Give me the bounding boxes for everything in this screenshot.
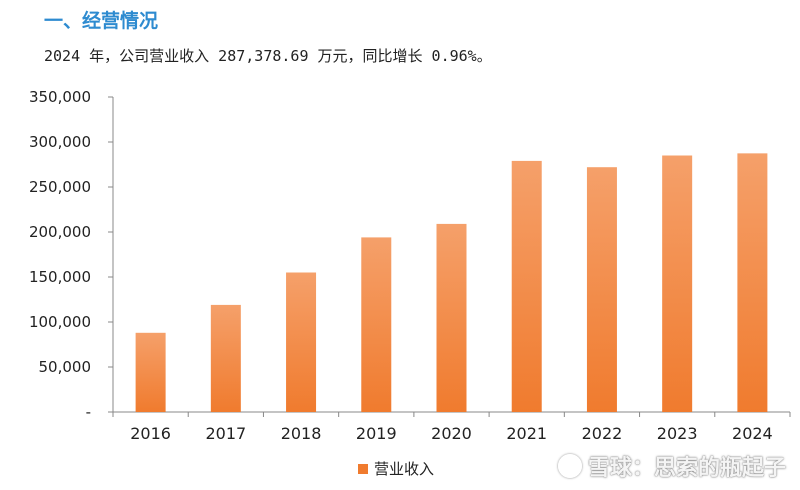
y-tick-label: 200,000 [29,223,91,241]
bar-2021 [511,160,542,412]
watermark-text: 雪球：思索的瓶起子 [587,456,786,481]
x-tick-label: 2019 [356,424,397,443]
bar-2019 [361,237,392,412]
y-tick-label: 300,000 [29,133,91,151]
revenue-summary: 2024 年，公司营业收入 287,378.69 万元，同比增长 0.96%。 [44,47,492,65]
x-tick-label: 2017 [205,424,246,443]
y-tick-label: 250,000 [29,178,91,196]
x-tick-label: 2022 [582,424,623,443]
bar-2020 [436,223,467,412]
watermark: 雪球：思索的瓶起子 [557,450,786,482]
y-tick-label: - [86,403,91,421]
x-tick-label: 2020 [431,424,472,443]
bar-2023 [662,155,693,412]
snowball-logo-icon [557,454,582,478]
bar-2022 [586,167,617,412]
y-tick-label: 50,000 [39,358,92,376]
chart-legend: 营业收入 [358,458,434,479]
y-tick-label: 100,000 [29,313,91,331]
legend-label: 营业收入 [374,460,435,478]
x-tick-label: 2021 [506,424,547,443]
bar-2016 [135,332,166,412]
y-tick-label: 150,000 [29,268,91,286]
y-tick-label: 350,000 [29,88,91,106]
x-tick-label: 2016 [130,424,171,443]
legend-swatch [358,463,368,474]
section-title: 一、经营情况 [44,10,159,32]
bar-2018 [286,272,317,412]
x-tick-label: 2018 [281,424,322,443]
x-tick-label: 2023 [657,424,698,443]
x-tick-label: 2024 [732,424,773,443]
bar-2017 [210,304,241,412]
bar-2024 [737,153,768,412]
